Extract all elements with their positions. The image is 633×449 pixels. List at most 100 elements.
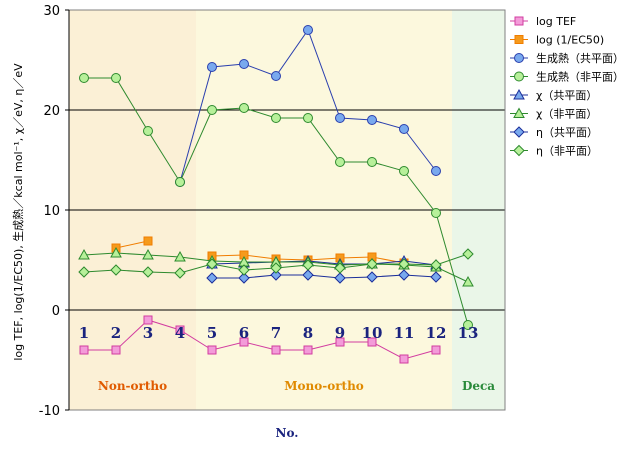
legend-item: χ（非平面） (510, 107, 597, 121)
data-point (431, 166, 441, 176)
legend-label: χ（非平面） (536, 108, 597, 121)
legend-marker (514, 16, 524, 26)
data-point (335, 337, 345, 347)
data-point (399, 124, 409, 134)
data-point (367, 115, 377, 125)
data-point (239, 59, 249, 69)
series-layer (78, 25, 474, 364)
y-tick-label: 20 (43, 104, 60, 119)
region-label: Non-ortho (98, 379, 167, 393)
data-point (431, 345, 441, 355)
legend-marker (513, 107, 525, 118)
legend-label: η（非平面） (536, 145, 598, 158)
series-line (84, 319, 437, 360)
data-point (303, 345, 313, 355)
data-point (271, 345, 281, 355)
x-tick-label: 9 (335, 324, 345, 342)
legend-item: η（共平面） (510, 126, 598, 139)
data-point (462, 275, 474, 287)
data-point (174, 250, 186, 262)
data-point (366, 258, 378, 270)
data-point (111, 73, 121, 83)
legend-label: χ（共平面） (536, 89, 597, 102)
series-4 (79, 73, 473, 330)
data-point (334, 262, 346, 274)
data-point (399, 166, 409, 176)
y-tick-label: 30 (43, 4, 60, 19)
series-8 (78, 248, 474, 279)
data-point (206, 272, 218, 284)
x-tick-label: 1 (79, 324, 89, 342)
legend-label: 生成熱（非平面） (536, 70, 624, 84)
legend: log TEF log (1/EC50) 生成熱（共平面） 生成熱（非平面） χ（共平面… (510, 15, 624, 158)
legend-label: η（共平面） (536, 126, 598, 139)
data-point (143, 315, 153, 325)
data-point (334, 272, 346, 284)
x-tick-label: 7 (271, 324, 281, 342)
x-tick-label: 12 (426, 324, 447, 342)
region-label: Mono-ortho (284, 379, 364, 393)
legend-label: log TEF (536, 15, 576, 28)
axes: -10 0 10 20 30 (39, 4, 506, 419)
data-point (207, 105, 217, 115)
data-point (270, 269, 282, 281)
data-point (79, 73, 89, 83)
series-7 (206, 269, 442, 284)
legend-marker (514, 71, 524, 82)
data-point (207, 345, 217, 355)
data-point (175, 325, 185, 335)
data-point (430, 271, 442, 283)
data-point (142, 248, 154, 260)
data-point (110, 264, 122, 276)
data-point (367, 337, 377, 347)
legend-item: 生成熱（非平面） (510, 70, 624, 84)
legend-marker (514, 53, 524, 63)
region-label: Deca (462, 379, 495, 393)
x-tick-labels: 1 2 3 4 5 6 7 8 9 10 11 12 13 (79, 324, 479, 342)
x-tick-label: 4 (175, 324, 185, 342)
legend-item: log TEF (510, 15, 576, 28)
x-axis-title: No. (276, 426, 299, 440)
data-point (110, 246, 122, 258)
x-tick-label: 13 (458, 324, 479, 342)
data-point (78, 266, 90, 278)
legend-item: 生成熱（共平面） (510, 51, 624, 65)
series-line (115, 240, 149, 249)
data-point (174, 267, 186, 279)
data-point (143, 126, 153, 136)
x-tick-label: 3 (143, 324, 153, 342)
data-point (206, 258, 218, 270)
y-tick-label: -10 (39, 404, 60, 419)
data-point (111, 345, 121, 355)
data-point (79, 345, 89, 355)
data-point (207, 62, 217, 72)
data-point (303, 113, 313, 123)
data-point (238, 264, 250, 276)
data-point (431, 208, 441, 218)
data-point (463, 320, 473, 330)
y-tick-label: 0 (52, 304, 60, 319)
data-point (302, 269, 314, 281)
x-tick-label: 8 (303, 324, 313, 342)
x-tick-label: 6 (239, 324, 249, 342)
data-point (270, 262, 282, 274)
legend-marker (513, 126, 525, 138)
data-point (239, 337, 249, 347)
data-point (238, 272, 250, 284)
data-point (462, 248, 474, 260)
y-axis-title: log TEF, log(1/EC50), 生成熱／kcal mol⁻¹, χ／… (11, 63, 25, 361)
data-point (175, 177, 185, 187)
x-tick-label: 2 (111, 324, 121, 342)
legend-item: η（非平面） (510, 145, 598, 158)
legend-item: log (1/EC50) (510, 34, 604, 47)
legend-label: 生成熱（共平面） (536, 51, 624, 65)
data-point (303, 25, 313, 35)
data-point (78, 248, 90, 260)
data-point (142, 266, 154, 278)
data-point (335, 113, 345, 123)
data-point (398, 258, 410, 270)
data-point (335, 157, 345, 167)
x-tick-label: 10 (362, 324, 383, 342)
data-point (271, 113, 281, 123)
